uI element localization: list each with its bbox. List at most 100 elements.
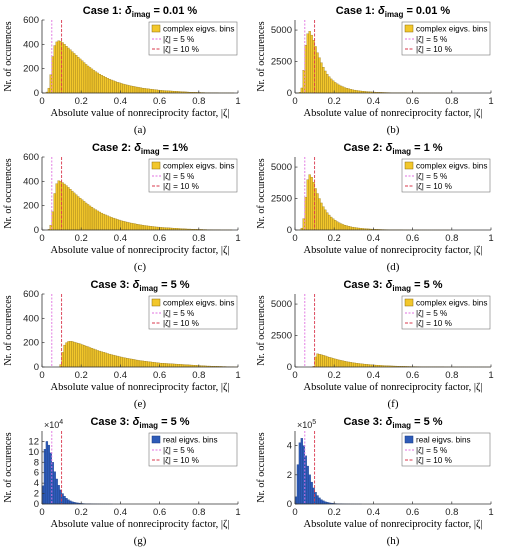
histogram-bar: [94, 71, 98, 94]
y-tick-label: 0: [287, 225, 292, 236]
histogram-bar: [149, 226, 152, 231]
histogram-bar: [133, 359, 137, 368]
panel-label: (g): [134, 535, 147, 547]
y-tick-label: 400: [23, 313, 39, 324]
histogram-bar: [141, 224, 145, 231]
x-axis-label: Absolute value of nonreciprocity factor,…: [304, 519, 483, 530]
histogram-bar: [137, 360, 141, 368]
histogram-bar: [75, 55, 78, 94]
legend-box: [401, 158, 491, 193]
y-multiplier-base: ×10: [297, 420, 312, 430]
histogram-bar: [141, 87, 145, 94]
title-symbol: δ: [378, 5, 385, 17]
x-tick-label: 0.8: [445, 96, 458, 107]
x-tick-label: 0.8: [445, 370, 458, 381]
histogram-bar: [75, 342, 78, 368]
histogram-bar: [69, 500, 72, 505]
legend-label-10-percent: |ζ| = 10 %: [416, 45, 452, 54]
y-tick-label: 8: [34, 457, 39, 468]
histogram-bar: [349, 89, 352, 94]
legend: real eigvs. bins|ζ| = 5 %|ζ| = 10 %: [401, 432, 491, 467]
title-subscript: imag: [139, 284, 158, 293]
histogram-bar: [351, 89, 354, 94]
histogram-bar: [67, 499, 70, 505]
histogram-bar: [324, 209, 327, 231]
histogram-bar: [63, 496, 66, 505]
histogram-bar: [320, 354, 323, 368]
title-prefix: Case 3:: [90, 279, 132, 291]
histogram-bar: [100, 351, 103, 368]
histogram-bar: [306, 33, 309, 94]
histogram-bar: [104, 77, 107, 94]
histogram-bar: [96, 350, 99, 368]
x-tick-label: 0.8: [445, 507, 458, 518]
y-tick-label: 0: [34, 88, 39, 99]
y-tick-label: 6: [34, 468, 39, 479]
histogram-bar: [73, 341, 76, 368]
legend: complex eigvs. bins|ζ| = 5 %|ζ| = 10 %: [401, 295, 491, 330]
histogram-bar: [347, 88, 351, 94]
histogram-bar: [92, 348, 96, 368]
histogram-bar: [124, 221, 127, 231]
histogram-bar: [73, 192, 76, 231]
subplot-e: Case 3: δimag = 5 % 0 0.2 0.4 0.6 0.8 1 0 200 400…: [3, 279, 241, 410]
histogram-bar: [47, 87, 50, 94]
x-tick-label: 1: [235, 370, 240, 381]
histogram-bar: [318, 354, 321, 368]
x-tick-label: 1: [488, 96, 493, 107]
panel-label: (h): [387, 535, 400, 547]
histogram-bar: [147, 225, 150, 231]
histogram-bar: [143, 361, 147, 368]
histogram-bar: [132, 223, 135, 231]
histogram-bar: [349, 362, 352, 368]
histogram-bar: [106, 78, 109, 94]
title-symbol: δ: [125, 5, 132, 17]
histogram-bar: [90, 207, 94, 231]
histogram-bar: [55, 41, 58, 94]
title-symbol: δ: [133, 279, 140, 291]
histogram-bar: [300, 87, 303, 94]
title-symbol: δ: [386, 142, 393, 154]
histogram-bar: [110, 217, 113, 231]
histogram-bar: [343, 361, 347, 368]
histogram-bar: [363, 363, 366, 368]
y-multiplier-base: ×10: [44, 420, 59, 430]
histogram-bar: [81, 344, 84, 368]
y-tick-label: 5000: [271, 162, 292, 173]
histogram-bar: [98, 350, 101, 368]
subplot-a: Case 1: δimag = 0.01 % 0 0.2 0.4 0.6 0.8 1 0 200…: [3, 5, 241, 136]
y-tick-label: 200: [23, 201, 39, 212]
legend-swatch-bins: [151, 161, 161, 170]
histogram-bar: [139, 87, 143, 94]
x-tick-label: 0.2: [75, 96, 88, 107]
histogram-bar: [353, 89, 356, 94]
histogram-bar: [320, 62, 323, 94]
subplot-b: Case 1: δimag = 0.01 % 0 0.2 0.4 0.6 0.8 1 0 250…: [256, 5, 494, 136]
histogram-bar: [155, 362, 158, 368]
legend-label-bins: real eigvs. bins: [416, 436, 471, 445]
histogram-bar: [147, 361, 150, 368]
histogram-bar: [324, 355, 327, 368]
histogram-bar: [139, 224, 143, 231]
histogram-bar: [151, 226, 154, 231]
histogram-bar: [96, 210, 99, 231]
histogram-bar: [110, 79, 113, 94]
y-tick-label: 600: [23, 152, 39, 163]
histogram-bar: [100, 212, 103, 231]
histogram-bar: [114, 355, 117, 368]
subplot-h: Case 3: δimag = 5 % 0 0.2 0.4 0.6 0.8 1 0 2 4 ×105…: [256, 416, 494, 547]
subplot-title: Case 3: δimag = 5 %: [90, 416, 189, 430]
histogram-bar: [57, 180, 60, 231]
y-tick-label: 0: [34, 225, 39, 236]
histogram-bar: [63, 44, 66, 94]
histogram-bar: [135, 359, 139, 368]
histogram-bar: [179, 364, 182, 368]
histogram-bar: [336, 221, 339, 231]
histogram-bar: [330, 357, 333, 368]
title-symbol: δ: [134, 142, 141, 154]
legend-swatch-bins: [404, 298, 414, 307]
histogram-bar: [320, 202, 323, 231]
histogram-bar: [102, 213, 105, 231]
histogram-bar: [77, 196, 80, 231]
legend-label-5-percent: |ζ| = 5 %: [163, 35, 194, 44]
